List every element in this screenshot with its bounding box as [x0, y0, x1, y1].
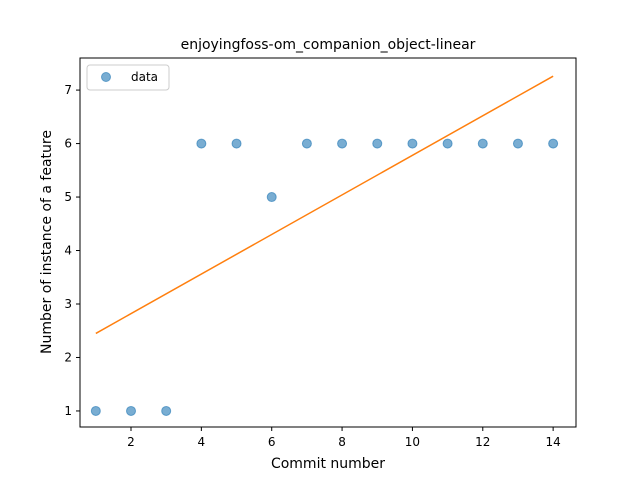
y-axis-label: Number of instance of a feature: [39, 130, 55, 354]
data-point-6: [266, 192, 277, 203]
data-point-4: [196, 138, 207, 149]
y-tick-label-4: 4: [64, 244, 72, 258]
y-tick-label-1: 1: [64, 404, 72, 418]
legend-marker-data: [101, 72, 111, 82]
data-point-8: [337, 138, 348, 149]
data-point-14: [548, 138, 559, 149]
x-tick-label-12: 12: [475, 435, 490, 449]
y-tick-label-7: 7: [64, 83, 72, 97]
x-tick-label-4: 4: [198, 435, 206, 449]
x-axis-label: Commit number: [271, 456, 385, 472]
y-tick-label-5: 5: [64, 190, 72, 204]
x-tick-label-10: 10: [405, 435, 420, 449]
data-point-9: [372, 138, 383, 149]
data-point-11: [442, 138, 453, 149]
legend-box: [86, 64, 170, 91]
x-tick-label-14: 14: [545, 435, 560, 449]
x-tick-label-2: 2: [127, 435, 135, 449]
data-point-2: [126, 405, 137, 416]
y-tick-label-3: 3: [64, 297, 72, 311]
y-tick-label-2: 2: [64, 350, 72, 364]
legend: data: [86, 64, 170, 91]
fit-line: [95, 75, 554, 335]
legend-label-data: data: [131, 70, 158, 84]
plot-area: [90, 75, 559, 416]
data-point-7: [301, 138, 312, 149]
data-point-10: [407, 138, 418, 149]
data-point-13: [512, 138, 523, 149]
y-tick-label-6: 6: [64, 137, 72, 151]
chart-title: enjoyingfoss-om_companion_object-linear: [181, 37, 476, 53]
x-tick-label-8: 8: [338, 435, 346, 449]
data-point-3: [161, 405, 172, 416]
data-point-5: [231, 138, 242, 149]
plot-frame: [79, 57, 577, 428]
data-point-1: [90, 405, 101, 416]
data-point-12: [477, 138, 488, 149]
x-tick-label-6: 6: [268, 435, 276, 449]
